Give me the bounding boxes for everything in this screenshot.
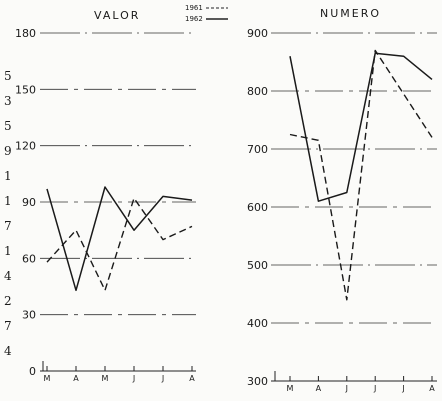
x-tick-label: J — [345, 384, 348, 393]
edge-glyph: 2 — [4, 294, 12, 308]
y-tick-label: 800 — [247, 85, 268, 98]
y-tick-label: 900 — [247, 27, 268, 40]
series-line-1962 — [46, 186, 193, 292]
x-tick-label: M — [102, 374, 109, 383]
y-tick-label: 400 — [247, 317, 268, 330]
y-tick-label: 30 — [22, 309, 36, 322]
edge-glyph: 1 — [4, 194, 12, 208]
y-tick-label: 500 — [247, 259, 268, 272]
edge-glyph: 4 — [4, 269, 12, 283]
valor-chart-panel: VALOR 0 30 60 90 120 150 180 M A M J J A — [15, 9, 196, 383]
edge-glyph: 7 — [4, 319, 12, 333]
numero-chart-title: NUMERO — [320, 7, 381, 20]
y-tick-label: 700 — [247, 143, 268, 156]
edge-glyph: 4 — [4, 344, 12, 358]
edge-glyph: 1 — [4, 169, 12, 183]
y-tick-label: 60 — [22, 252, 36, 265]
valor-chart-title: VALOR — [94, 9, 140, 22]
x-tick-label: A — [73, 374, 79, 383]
x-tick-label: J — [373, 384, 376, 393]
y-tick-label: 600 — [247, 201, 268, 214]
series-line-1961 — [289, 49, 433, 301]
left-edge-glyphs: 5 3 5 9 1 1 7 1 4 2 7 4 — [4, 69, 12, 358]
series-line-1962 — [289, 52, 433, 202]
x-tick-label: J — [132, 374, 135, 383]
edge-glyph: 7 — [4, 219, 12, 233]
numero-chart-panel: NUMERO 300 400 500 600 700 800 900 M A J J J A — [247, 7, 437, 393]
legend-label-1961: 1961 — [185, 4, 203, 12]
chart-legend: 1961 1962 — [185, 4, 228, 23]
x-tick-label: M — [44, 374, 51, 383]
y-tick-label: 90 — [22, 196, 36, 209]
series-line-1961 — [46, 197, 193, 291]
edge-glyph: 9 — [4, 144, 12, 158]
x-tick-label: A — [429, 384, 435, 393]
y-tick-label: 300 — [247, 375, 268, 388]
x-tick-label: J — [401, 384, 404, 393]
x-tick-label: J — [161, 374, 164, 383]
y-tick-label: 0 — [29, 365, 36, 378]
edge-glyph: 5 — [4, 119, 12, 133]
x-tick-label: A — [316, 384, 322, 393]
x-tick-label: A — [189, 374, 195, 383]
y-tick-label: 120 — [15, 140, 36, 153]
y-tick-label: 150 — [15, 83, 36, 96]
y-tick-label: 180 — [15, 27, 36, 40]
edge-glyph: 1 — [4, 244, 12, 258]
x-tick-label: M — [287, 384, 294, 393]
edge-glyph: 5 — [4, 69, 12, 83]
edge-glyph: 3 — [4, 94, 12, 108]
legend-label-1962: 1962 — [185, 15, 203, 23]
